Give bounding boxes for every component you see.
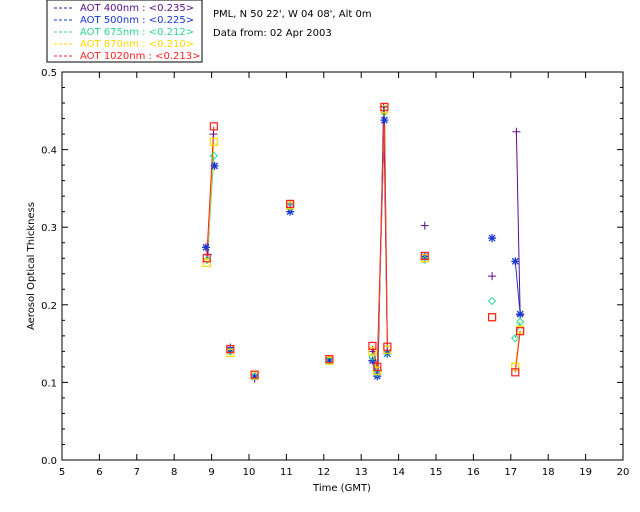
legend-entry: AOT 870nm : <0.210> <box>80 39 194 50</box>
legend-box <box>46 0 203 63</box>
x-tick-label: 11 <box>280 467 293 478</box>
x-axis-label: Time (GMT) <box>312 483 371 494</box>
series-4-segment <box>383 106 388 347</box>
y-tick-label: 0.4 <box>41 146 57 157</box>
series-2-point <box>202 255 212 264</box>
series-4-point <box>209 122 218 131</box>
x-tick-label: 14 <box>392 467 405 478</box>
series-3-point <box>488 313 497 322</box>
x-tick-label: 17 <box>504 467 517 478</box>
series-2-point <box>487 296 497 306</box>
series-3-point <box>511 362 520 371</box>
series-0-point <box>420 221 429 230</box>
legend-entry: AOT 500nm : <0.225> <box>80 15 194 26</box>
series-4-point <box>383 342 392 351</box>
series-4-point <box>380 102 389 112</box>
x-tick-label: 20 <box>617 467 630 478</box>
series-4-point <box>488 313 497 322</box>
series-4-point <box>373 362 382 371</box>
legend-entry: AOT 400nm : <0.235> <box>80 3 194 14</box>
series-0-segment <box>515 131 521 315</box>
series-4-point <box>516 327 525 336</box>
x-tick-label: 5 <box>59 467 65 478</box>
x-tick-label: 13 <box>355 467 368 478</box>
legend-entry: AOT 675nm : <0.212> <box>80 27 194 38</box>
series-2-point <box>383 348 392 358</box>
series-2-point <box>368 352 377 361</box>
series-4-point <box>286 199 295 209</box>
series-1-point <box>516 310 525 319</box>
x-tick-label: 9 <box>208 467 214 478</box>
data-date: Data from: 02 Apr 2003 <box>213 28 332 39</box>
y-tick-label: 0.0 <box>41 456 57 467</box>
series-3-point <box>202 258 211 267</box>
x-tick-label: 12 <box>317 467 330 478</box>
series-2-point <box>226 347 235 356</box>
series-1-point <box>286 207 295 216</box>
x-tick-label: 19 <box>579 467 592 478</box>
y-tick-label: 0.5 <box>41 68 57 79</box>
y-tick-label: 0.1 <box>41 378 57 389</box>
series-1-point <box>380 116 389 125</box>
series-3-point <box>209 137 218 146</box>
series-1-point <box>210 161 219 170</box>
series-2-point <box>380 108 389 117</box>
data-marks <box>201 102 525 383</box>
series-1-point <box>325 355 334 364</box>
series-4-point <box>325 355 334 364</box>
series-1-point <box>488 234 497 243</box>
y-tick-label: 0.3 <box>41 223 57 234</box>
series-1-segment <box>514 261 521 315</box>
legend-entry: AOT 1020nm : <0.213> <box>80 51 200 62</box>
series-2-point <box>285 202 295 212</box>
axis-ticks: 5 6 7 8 9 10 11 12 13 14 15 16 17 18 19 20 0.0 0.1 0.2 0.3 0… <box>41 68 629 478</box>
series-2-point <box>515 317 525 327</box>
series-4-point <box>250 370 259 379</box>
series-3-point <box>368 347 377 356</box>
series-4-segment <box>206 126 215 259</box>
series-0-point <box>488 272 497 281</box>
x-tick-label: 6 <box>96 467 102 478</box>
x-tick-label: 8 <box>171 467 177 478</box>
y-tick-label: 0.2 <box>41 301 57 312</box>
series-2-point <box>420 255 429 264</box>
series-2-point <box>250 371 259 381</box>
x-tick-label: 15 <box>430 467 443 478</box>
x-tick-label: 16 <box>467 467 480 478</box>
series-4-point <box>202 254 211 263</box>
series-4-segment <box>376 106 385 367</box>
x-tick-label: 18 <box>542 467 555 478</box>
series-0-point <box>512 127 521 136</box>
series-1-point <box>201 243 210 252</box>
x-tick-label: 7 <box>134 467 140 478</box>
y-axis-label: Aerosol Optical Thickness <box>26 202 37 330</box>
series-4-point <box>368 341 377 351</box>
station-info: PML, N 50 22', W 04 08', Alt 0m <box>213 9 372 20</box>
legend: AOT 400nm : <0.235>AOT 500nm : <0.225>AO… <box>46 0 203 63</box>
series-1-point <box>511 257 520 266</box>
series-2-point <box>511 333 520 343</box>
series-4-point <box>511 368 520 377</box>
series-1-point <box>250 372 259 381</box>
series-4-point <box>420 251 429 261</box>
series-2-point <box>209 151 219 161</box>
series-4-point <box>226 344 235 354</box>
series-0-point <box>368 347 377 356</box>
series-2-point <box>373 368 382 378</box>
x-tick-label: 10 <box>243 467 256 478</box>
series-0-point <box>209 130 218 139</box>
plot-area <box>61 71 624 461</box>
